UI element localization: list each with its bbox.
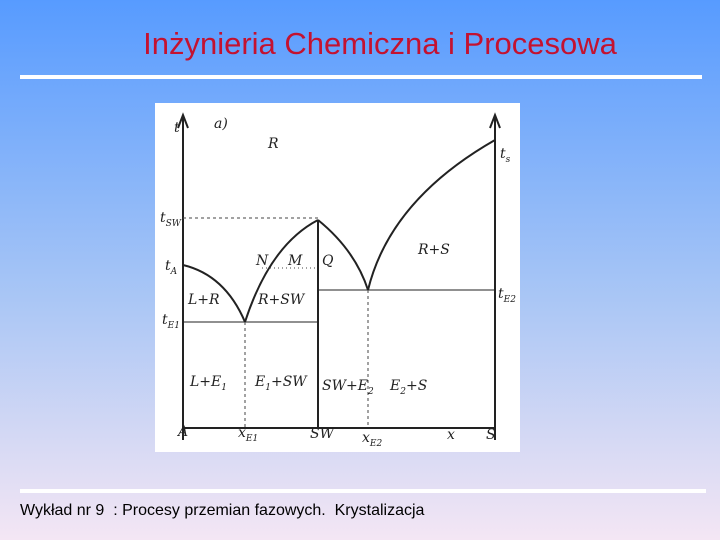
label-part: 1 bbox=[221, 383, 227, 393]
label-part: N bbox=[255, 253, 269, 269]
diagram-label: tA bbox=[165, 258, 178, 277]
label-part: E2 bbox=[503, 295, 517, 305]
label-part: +S bbox=[406, 378, 427, 394]
label-part: x bbox=[447, 427, 455, 443]
diagram-label: tE2 bbox=[498, 286, 516, 305]
label-part: E2 bbox=[369, 439, 383, 449]
diagram-background bbox=[155, 103, 520, 452]
label-part: t bbox=[162, 312, 168, 328]
diagram-label: L+E1 bbox=[189, 374, 227, 393]
axes bbox=[177, 112, 501, 440]
label-part: x bbox=[238, 425, 246, 441]
slide-title: Inżynieria Chemiczna i Procesowa bbox=[143, 26, 617, 61]
label-part: SW bbox=[310, 426, 336, 442]
label-part: L+R bbox=[187, 292, 220, 308]
diagram-label: R+SW bbox=[257, 292, 306, 308]
diagram-label: R+S bbox=[417, 242, 450, 258]
label-part: +SW bbox=[271, 374, 308, 390]
label-part: t bbox=[498, 286, 504, 302]
diagram-label: ts bbox=[500, 146, 511, 165]
guides bbox=[183, 217, 369, 428]
diagram-label: SW bbox=[310, 426, 336, 442]
label-part: E bbox=[254, 374, 265, 390]
label-part: t bbox=[160, 210, 166, 226]
label-part: t bbox=[165, 258, 171, 274]
diagram-label: E1+SW bbox=[254, 374, 308, 393]
label-part: E1 bbox=[167, 321, 180, 331]
diagram-label: A bbox=[176, 424, 188, 440]
label-part: E1 bbox=[245, 434, 258, 444]
label-part: L+E bbox=[189, 374, 221, 390]
diagram-label: N bbox=[255, 253, 269, 269]
label-part: t bbox=[500, 146, 506, 162]
label-part: s bbox=[506, 155, 511, 165]
label-part: 2 bbox=[367, 387, 374, 397]
label-part: A bbox=[176, 424, 188, 440]
label-part: E bbox=[389, 378, 400, 394]
label-part: a) bbox=[214, 116, 228, 132]
diagram-label: tSW bbox=[160, 210, 182, 229]
diagram-label: R bbox=[267, 136, 279, 152]
label-part: SW+E bbox=[322, 378, 368, 394]
diagram-label: t bbox=[174, 120, 180, 136]
label-part: R+SW bbox=[257, 292, 306, 308]
label-part: t bbox=[174, 120, 180, 136]
label-part: x bbox=[362, 430, 370, 446]
label-part: S bbox=[486, 427, 496, 443]
diagram-label: SW+E2 bbox=[322, 378, 374, 397]
label-part: R bbox=[267, 136, 279, 152]
label-part: A bbox=[170, 267, 178, 277]
label-part: M bbox=[287, 253, 303, 269]
label-part: R+S bbox=[417, 242, 450, 258]
diagram-label: S bbox=[486, 427, 496, 443]
diagram-label: M bbox=[287, 253, 303, 269]
footer-text: Wykład nr 9 : Procesy przemian fazowych.… bbox=[20, 502, 425, 519]
diagram-label: xE1 bbox=[238, 425, 258, 444]
diagram-label: x bbox=[447, 427, 455, 443]
label-part: SW bbox=[166, 219, 182, 229]
diagram-label: a) bbox=[214, 116, 228, 132]
label-part: 1 bbox=[265, 383, 271, 393]
diagram-label: xE2 bbox=[362, 430, 382, 449]
diagram-label: tE1 bbox=[162, 312, 180, 331]
label-part: Q bbox=[322, 253, 334, 269]
label-part: 2 bbox=[399, 387, 406, 397]
diagram-label: L+R bbox=[187, 292, 220, 308]
diagram-label: Q bbox=[322, 253, 334, 269]
diagram-label: E2+S bbox=[389, 378, 427, 397]
